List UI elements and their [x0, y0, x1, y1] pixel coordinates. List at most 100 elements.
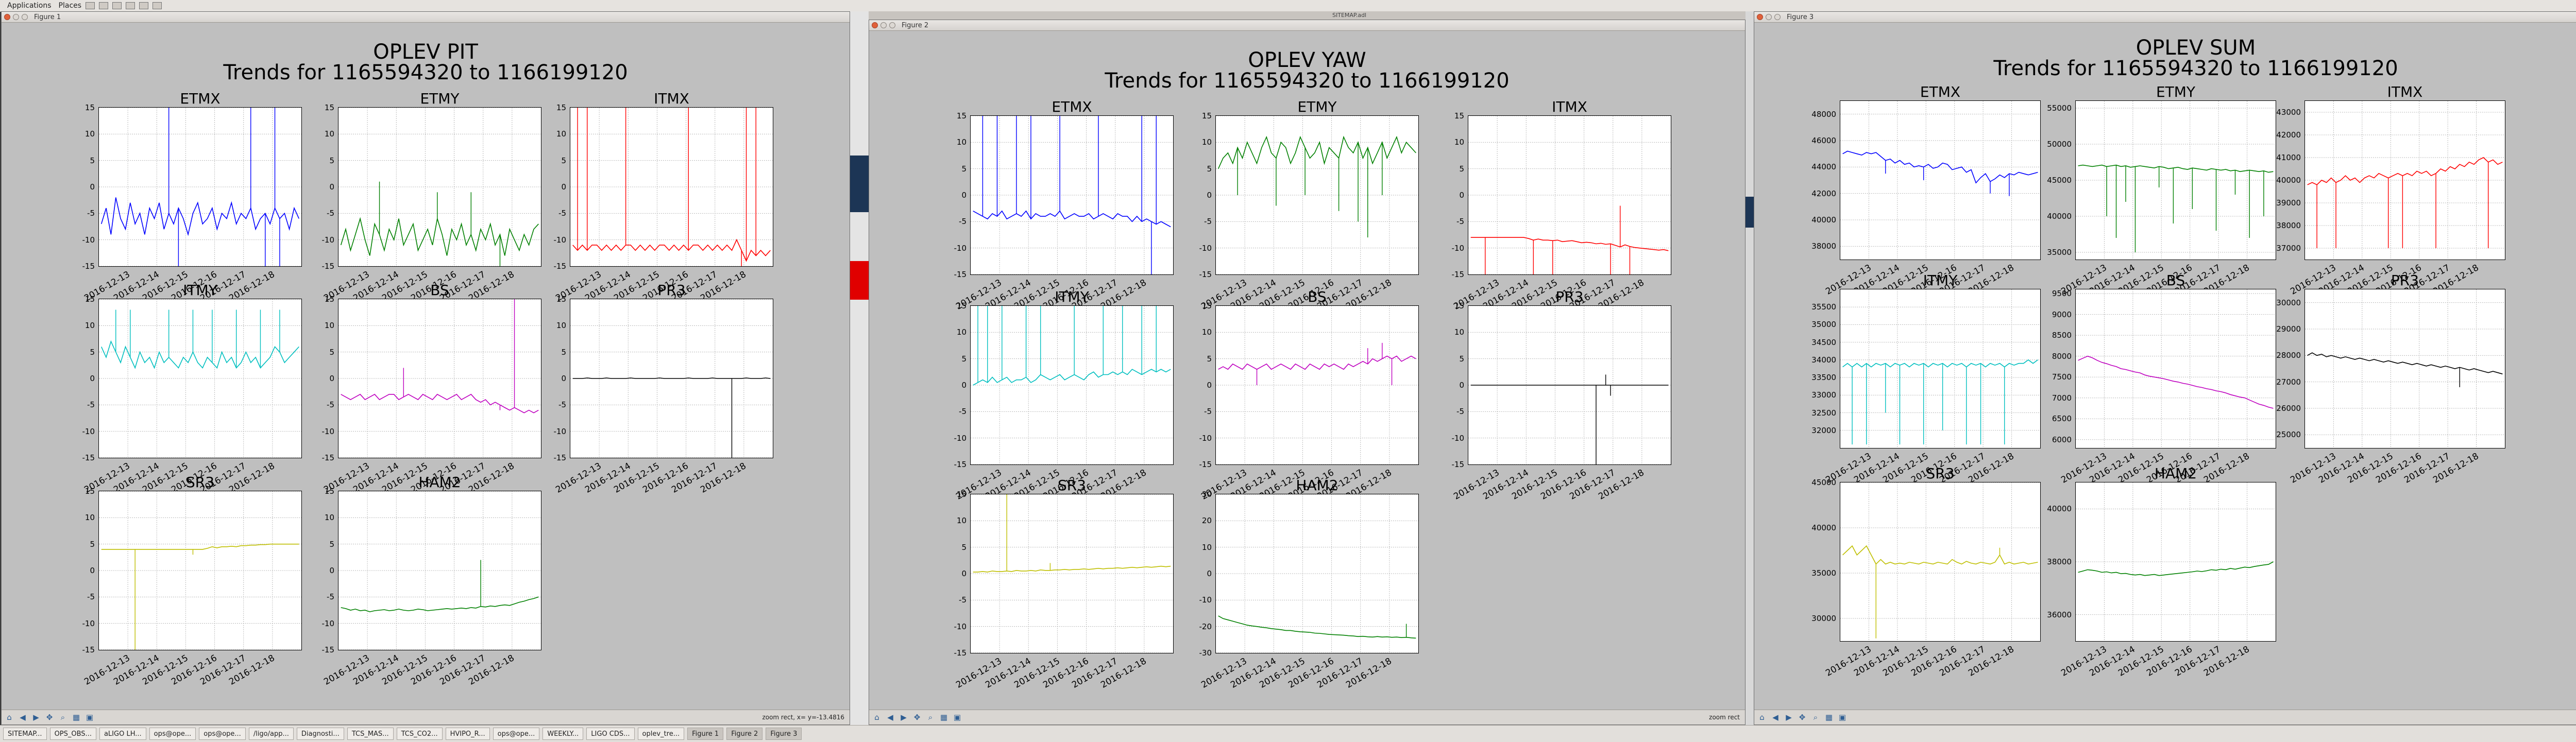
launcher-icon[interactable] — [152, 2, 162, 9]
taskbar-item[interactable]: oplev_tre... — [637, 728, 685, 740]
back-icon[interactable]: ◀ — [1772, 713, 1778, 722]
close-icon[interactable] — [872, 22, 878, 28]
subplots-icon[interactable]: ▦ — [940, 713, 948, 722]
figure-canvas[interactable]: OPLEV YAW Trends for 1165594320 to 116619… — [869, 30, 1745, 710]
subplot-itmy[interactable]: ITMY -15 -10 -5 0 5 10 15 2016-12-13 2016-12-14 20… — [954, 289, 1174, 502]
zoom-icon[interactable]: ⌕ — [60, 713, 65, 722]
subplot-etmy[interactable]: ETMY -15 -10 -5 0 5 10 15 2016-12-13 2016-12-14 20… — [322, 91, 541, 304]
forward-icon[interactable]: ▶ — [901, 713, 907, 722]
save-icon[interactable]: ▣ — [953, 713, 961, 722]
back-icon[interactable]: ◀ — [887, 713, 893, 722]
series-line — [973, 369, 1171, 386]
launcher-icon[interactable] — [139, 2, 149, 9]
home-icon[interactable]: ⌂ — [7, 713, 12, 722]
figure-window[interactable]: Figure 2 OPLEV YAW Trends for 1165594320 … — [869, 20, 1745, 725]
back-icon[interactable]: ◀ — [20, 713, 26, 722]
forward-icon[interactable]: ▶ — [33, 713, 39, 722]
subplot-pr3[interactable]: PR3 -15 -10 -5 0 5 10 15 2016-12-13 2016-12-14 201… — [554, 283, 773, 495]
subplot-itmx[interactable]: ITMX 37000 38000 39000 40000 41000 42000 43000 2… — [2276, 84, 2505, 297]
y-tick-label: -10 — [553, 235, 567, 245]
subplot-etmx[interactable]: ETMX -15 -10 -5 0 5 10 15 2016-12-13 2016-12-14 20… — [954, 99, 1174, 312]
home-icon[interactable]: ⌂ — [874, 713, 879, 722]
taskbar-item[interactable]: ops@ope... — [493, 728, 540, 740]
taskbar-item[interactable]: TCS_MAS... — [347, 728, 394, 740]
maximize-icon[interactable] — [22, 14, 28, 20]
applications-menu[interactable]: Applications — [7, 2, 52, 10]
subplots-icon[interactable]: ▦ — [72, 713, 80, 722]
background-window[interactable] — [1745, 11, 1754, 726]
figure-window[interactable]: Figure 3 OPLEV SUM Trends for 1165594320 … — [1754, 11, 2576, 725]
subplot-bs[interactable]: BS 6000 6500 7000 7500 8000 8500 9000 9500 2016-1… — [2052, 273, 2276, 486]
subplot-itmx[interactable]: ITMX -15 -10 -5 0 5 10 15 2016-12-13 2016-12-14 20… — [1452, 99, 1671, 312]
maximize-icon[interactable] — [1774, 14, 1781, 20]
taskbar-item[interactable]: /ligo/app... — [248, 728, 294, 740]
launcher-icon[interactable] — [112, 2, 122, 9]
subplot-ham2[interactable]: HAM2 -30 -20 -10 0 10 20 30 2016-12-13 2016-12-14… — [1199, 478, 1419, 691]
y-tick-label: -15 — [1199, 460, 1212, 469]
save-icon[interactable]: ▣ — [86, 713, 94, 722]
y-tick-label: 0 — [1207, 381, 1212, 390]
minimize-icon[interactable] — [880, 22, 887, 28]
save-icon[interactable]: ▣ — [1838, 713, 1846, 722]
taskbar-item[interactable]: aLIGO LH... — [99, 728, 146, 740]
y-tick-label: 32500 — [1811, 408, 1836, 418]
taskbar-item[interactable]: Figure 2 — [726, 728, 763, 740]
subplot-ham2[interactable]: HAM2 36000 38000 40000 2016-12-13 2016-12-14 2… — [2047, 466, 2276, 679]
minimize-icon[interactable] — [1766, 14, 1772, 20]
subplot-etmy[interactable]: ETMY 35000 40000 45000 50000 55000 2016-12-13 2… — [2047, 84, 2276, 297]
subplot-bs[interactable]: BS -15 -10 -5 0 5 10 15 2016-12-13 2016-12-14 2016… — [1199, 289, 1419, 502]
zoom-icon[interactable]: ⌕ — [1813, 713, 1818, 722]
taskbar-item[interactable]: TCS_CO2... — [396, 728, 443, 740]
maximize-icon[interactable] — [889, 22, 895, 28]
subplot-etmy[interactable]: ETMY -15 -10 -5 0 5 10 15 2016-12-13 2016-12-14 20… — [1199, 99, 1419, 312]
y-tick-label: 15 — [956, 111, 967, 120]
series-line — [1217, 135, 1416, 169]
taskbar-item[interactable]: LIGO CDS... — [586, 728, 635, 740]
pan-icon[interactable]: ✥ — [46, 713, 53, 722]
subplot-sr3[interactable]: SR3 30000 35000 40000 45000 2016-12-13 2016-12… — [1811, 466, 2041, 679]
subplot-pr3[interactable]: PR3 25000 26000 27000 28000 29000 30000 2016-12… — [2276, 273, 2505, 486]
subplot-pr3[interactable]: PR3 -15 -10 -5 0 5 10 15 2016-12-13 2016-12-14 201… — [1452, 289, 1671, 502]
figure-suptitle: OPLEV SUM Trends for 1165594320 to 116619… — [1754, 38, 2576, 79]
subplot-etmx[interactable]: ETMX 38000 40000 42000 44000 46000 48000 2016-1… — [1811, 84, 2041, 297]
taskbar-item[interactable]: SITEMAP... — [3, 728, 47, 740]
background-window[interactable] — [850, 11, 869, 726]
pan-icon[interactable]: ✥ — [913, 713, 921, 722]
forward-icon[interactable]: ▶ — [1786, 713, 1792, 722]
close-icon[interactable] — [1757, 14, 1763, 20]
zoom-icon[interactable]: ⌕ — [928, 713, 933, 722]
plot-svg — [2305, 101, 2505, 260]
plot-svg — [2076, 101, 2276, 260]
subplot-etmx[interactable]: ETMX -15 -10 -5 0 5 10 15 2016-12-13 2016-12-14 20… — [82, 91, 302, 304]
subplot-itmy[interactable]: ITMY 32000 32500 33000 33500 34000 34500 35000 3… — [1811, 273, 2041, 486]
taskbar-item[interactable]: OPS_OBS... — [49, 728, 96, 740]
subplot-ham2[interactable]: HAM2 -15 -10 -5 0 5 10 15 2016-12-13 2016-12-14 20… — [322, 475, 541, 687]
taskbar-item[interactable]: Figure 1 — [687, 728, 724, 740]
figure-canvas[interactable]: OPLEV SUM Trends for 1165594320 to 116619… — [1754, 22, 2576, 710]
taskbar-item[interactable]: Diagnosti... — [296, 728, 344, 740]
subplot-itmy[interactable]: ITMY -15 -10 -5 0 5 10 15 2016-12-13 2016-12-14 20… — [82, 283, 302, 495]
taskbar-item[interactable]: Figure 3 — [766, 728, 802, 740]
places-menu[interactable]: Places — [58, 2, 82, 10]
taskbar-item[interactable]: HVIPO_R... — [445, 728, 490, 740]
pan-icon[interactable]: ✥ — [1799, 713, 1806, 722]
close-icon[interactable] — [4, 14, 10, 20]
figure-canvas[interactable]: OPLEV PIT Trends for 1165594320 to 116619… — [2, 22, 850, 710]
subplot-title: ITMY — [183, 282, 217, 299]
y-tick-label: 15 — [324, 103, 334, 112]
launcher-icon[interactable] — [126, 2, 135, 9]
subplot-itmx[interactable]: ITMX -15 -10 -5 0 5 10 15 2016-12-13 2016-12-14 20… — [554, 91, 773, 304]
launcher-icon[interactable] — [86, 2, 95, 9]
home-icon[interactable]: ⌂ — [1759, 713, 1765, 722]
taskbar-item[interactable]: WEEKLY... — [543, 728, 584, 740]
subplot-bs[interactable]: BS -15 -10 -5 0 5 10 15 2016-12-13 2016-12-14 2016… — [322, 283, 541, 495]
subplot-sr3[interactable]: SR3 -15 -10 -5 0 5 10 15 2016-12-13 2016-12-14 201… — [82, 475, 302, 687]
minimize-icon[interactable] — [13, 14, 19, 20]
taskbar-item[interactable]: ops@ope... — [149, 728, 196, 740]
subplot-sr3[interactable]: SR3 -15 -10 -5 0 5 10 15 2016-12-13 2016-12-14 201… — [954, 478, 1174, 691]
launcher-icon[interactable] — [99, 2, 109, 9]
figure-window[interactable]: Figure 1 OPLEV PIT Trends for 1165594320 … — [1, 11, 850, 725]
taskbar-item[interactable]: ops@ope... — [199, 728, 246, 740]
subplots-icon[interactable]: ▦ — [1825, 713, 1833, 722]
series-line — [973, 565, 1171, 573]
